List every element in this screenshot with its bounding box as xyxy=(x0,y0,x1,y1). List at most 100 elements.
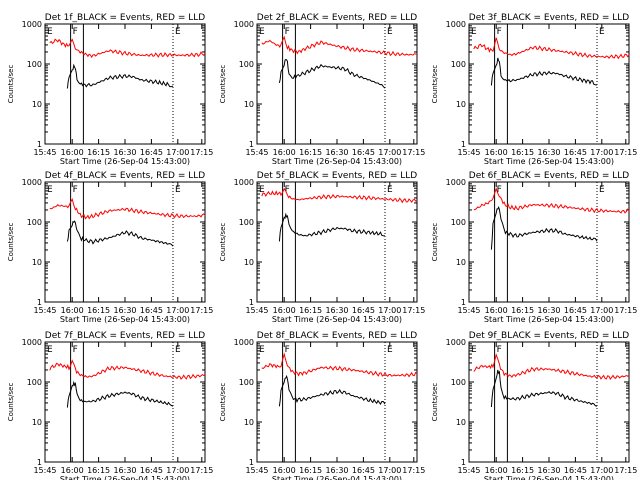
time-marker-label: E xyxy=(175,345,181,355)
time-marker-label: E xyxy=(175,27,181,37)
x-tick-label: 15:45 xyxy=(245,306,268,315)
y-axis-label: Counts/sec xyxy=(7,223,15,262)
x-tick-label: 16:45 xyxy=(140,148,163,157)
y-tick-label: 10 xyxy=(456,418,466,427)
x-tick-label: 16:45 xyxy=(564,148,587,157)
x-tick-label: 16:15 xyxy=(299,306,322,315)
lld-rate-line xyxy=(49,359,206,380)
lld-rate-line xyxy=(473,37,630,60)
time-marker-label: E xyxy=(47,345,53,355)
detector-panel-3: Det 3f_BLACK = Events, RED = LLD 1 10 100 10… xyxy=(431,13,637,166)
x-axis-label: Start Time (26-Sep-04 15:43:00) xyxy=(60,475,190,480)
time-marker-label: E xyxy=(387,27,393,37)
x-tick-label: 15:45 xyxy=(245,466,268,475)
x-tick-label: 16:00 xyxy=(61,148,84,157)
x-tick-label: 17:15 xyxy=(190,466,213,475)
y-tick-label: 1 xyxy=(461,298,466,307)
detector-panel-1: Det 1f_BLACK = Events, RED = LLD 1 10 100 10… xyxy=(7,13,213,166)
time-marker-label: F xyxy=(497,185,502,195)
y-tick-label: 1 xyxy=(249,298,254,307)
panel-title: Det 1f_BLACK = Events, RED = LLD xyxy=(45,13,205,23)
y-tick-label: 100 xyxy=(451,218,466,227)
y-tick-label: 1000 xyxy=(446,338,466,347)
x-tick-label: 16:15 xyxy=(511,466,534,475)
y-tick-label: 100 xyxy=(451,60,466,69)
lld-rate-line xyxy=(473,187,630,214)
time-marker-label: E xyxy=(47,27,53,37)
time-marker-label: E xyxy=(599,345,605,355)
x-tick-label: 17:15 xyxy=(402,148,425,157)
detector-panel-9: Det 9f_BLACK = Events, RED = LLD 1 10 100 10… xyxy=(431,331,637,480)
detector-panel-8: Det 8f_BLACK = Events, RED = LLD 1 10 100 10… xyxy=(219,331,425,480)
x-axis-label: Start Time (26-Sep-04 15:43:00) xyxy=(272,475,402,480)
x-tick-label: 17:00 xyxy=(378,466,401,475)
panel-title: Det 2f_BLACK = Events, RED = LLD xyxy=(257,13,417,23)
x-axis-label: Start Time (26-Sep-04 15:43:00) xyxy=(484,475,614,480)
y-tick-label: 100 xyxy=(27,60,42,69)
x-tick-label: 16:30 xyxy=(325,466,348,475)
x-tick-label: 15:45 xyxy=(33,148,56,157)
y-tick-label: 1000 xyxy=(234,20,254,29)
panel-title: Det 8f_BLACK = Events, RED = LLD xyxy=(257,331,417,341)
event-rate-line xyxy=(490,57,597,86)
panel-title: Det 7f_BLACK = Events, RED = LLD xyxy=(45,331,205,341)
x-tick-label: 16:30 xyxy=(537,306,560,315)
panel-title: Det 4f_BLACK = Events, RED = LLD xyxy=(45,171,205,181)
detector-panel-2: Det 2f_BLACK = Events, RED = LLD 1 10 100 10… xyxy=(219,13,425,166)
x-tick-label: 15:45 xyxy=(457,306,480,315)
y-tick-label: 10 xyxy=(456,258,466,267)
x-axis-label: Start Time (26-Sep-04 15:43:00) xyxy=(484,157,614,166)
x-tick-label: 16:30 xyxy=(537,148,560,157)
event-rate-line xyxy=(66,380,174,408)
y-tick-label: 10 xyxy=(244,258,254,267)
x-tick-label: 16:30 xyxy=(325,306,348,315)
y-tick-label: 10 xyxy=(32,258,42,267)
time-marker-label: E xyxy=(387,185,393,195)
time-marker-label: E xyxy=(599,27,605,37)
y-tick-label: 100 xyxy=(27,378,42,387)
x-tick-label: 16:00 xyxy=(485,148,508,157)
x-tick-label: 16:30 xyxy=(113,466,136,475)
panel-title: Det 3f_BLACK = Events, RED = LLD xyxy=(469,13,629,23)
x-tick-label: 17:15 xyxy=(614,306,637,315)
x-tick-label: 15:45 xyxy=(33,306,56,315)
x-tick-label: 17:00 xyxy=(590,466,613,475)
y-axis-label: Counts/sec xyxy=(219,223,227,262)
x-tick-label: 16:15 xyxy=(87,466,110,475)
x-tick-label: 16:45 xyxy=(564,466,587,475)
y-tick-label: 100 xyxy=(239,60,254,69)
x-tick-label: 15:45 xyxy=(33,466,56,475)
lld-rate-line xyxy=(261,35,418,57)
time-marker-label: E xyxy=(471,185,477,195)
x-tick-label: 16:45 xyxy=(352,148,375,157)
x-axis-label: Start Time (26-Sep-04 15:43:00) xyxy=(60,157,190,166)
time-marker-label: E xyxy=(259,27,265,37)
panel-title: Det 9f_BLACK = Events, RED = LLD xyxy=(469,331,629,341)
x-tick-label: 16:30 xyxy=(113,148,136,157)
time-marker-label: E xyxy=(599,185,605,195)
y-tick-label: 100 xyxy=(239,218,254,227)
lld-rate-line xyxy=(261,352,418,378)
x-tick-label: 16:00 xyxy=(273,306,296,315)
panel-title: Det 6f_BLACK = Events, RED = LLD xyxy=(469,171,629,181)
time-marker-label: F xyxy=(285,27,290,37)
x-tick-label: 17:00 xyxy=(378,148,401,157)
plot-frame xyxy=(44,341,206,463)
time-marker-label: F xyxy=(285,185,290,195)
event-rate-line xyxy=(278,212,386,242)
x-tick-label: 16:30 xyxy=(537,466,560,475)
time-marker-label: E xyxy=(47,185,53,195)
lld-rate-line xyxy=(261,187,418,204)
plot-frame xyxy=(256,341,418,463)
y-tick-label: 10 xyxy=(32,418,42,427)
x-tick-label: 16:00 xyxy=(485,466,508,475)
y-tick-label: 10 xyxy=(244,418,254,427)
y-tick-label: 100 xyxy=(27,218,42,227)
x-tick-label: 15:45 xyxy=(245,148,268,157)
y-tick-label: 1000 xyxy=(234,338,254,347)
time-marker-label: F xyxy=(497,345,502,355)
detector-panel-4: Det 4f_BLACK = Events, RED = LLD 1 10 100 10… xyxy=(7,171,213,324)
x-tick-label: 16:30 xyxy=(113,306,136,315)
lld-rate-line xyxy=(473,353,630,381)
x-tick-label: 15:45 xyxy=(457,466,480,475)
